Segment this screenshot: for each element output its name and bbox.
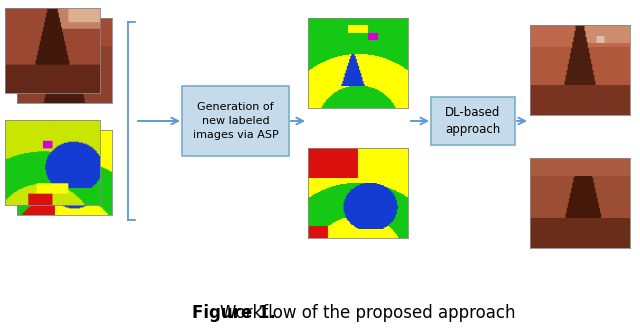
FancyBboxPatch shape [431, 97, 515, 145]
Text: DL-based
approach: DL-based approach [445, 106, 500, 136]
Text: Workflow of the proposed approach: Workflow of the proposed approach [220, 304, 516, 322]
Text: Figure 1.: Figure 1. [191, 304, 276, 322]
Text: Generation of
new labeled
images via ASP: Generation of new labeled images via ASP [193, 102, 278, 139]
FancyBboxPatch shape [182, 86, 289, 156]
